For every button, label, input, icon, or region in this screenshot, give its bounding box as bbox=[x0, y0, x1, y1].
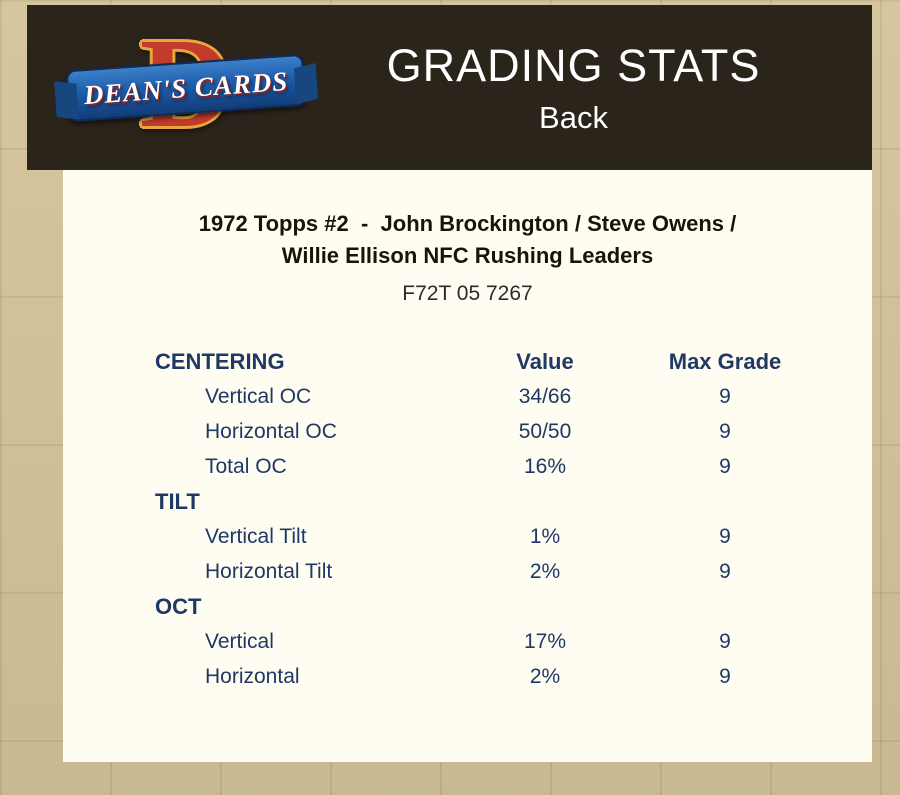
table-row: Vertical 17% 9 bbox=[155, 624, 872, 659]
deans-cards-logo[interactable]: D DEAN'S CARDS bbox=[61, 13, 311, 163]
stat-label: Horizontal bbox=[205, 664, 300, 688]
stat-label: Horizontal Tilt bbox=[205, 559, 333, 583]
card-title-line-2: Willie Ellison NFC Rushing Leaders bbox=[281, 243, 654, 268]
stat-value: 34/66 bbox=[518, 384, 572, 408]
col-header-centering: CENTERING bbox=[155, 348, 285, 374]
section-label: OCT bbox=[155, 593, 202, 619]
stat-label: Vertical bbox=[205, 629, 274, 653]
stat-max-grade: 9 bbox=[719, 629, 731, 653]
header-titles: GRADING STATS Back bbox=[311, 40, 872, 136]
stat-max-grade: 9 bbox=[719, 524, 731, 548]
card-title: 1972 Topps #2 - John Brockington / Steve… bbox=[63, 208, 872, 272]
section-header-oct: OCT bbox=[155, 589, 872, 624]
stat-max-grade: 9 bbox=[719, 559, 731, 583]
header-bar: D DEAN'S CARDS GRADING STATS Back bbox=[27, 5, 872, 170]
stat-label: Vertical Tilt bbox=[205, 524, 307, 548]
stat-value: 17% bbox=[523, 629, 567, 653]
page-subtitle-back: Back bbox=[539, 99, 608, 135]
table-header-row: CENTERING Value Max Grade bbox=[155, 344, 872, 379]
stat-max-grade: 9 bbox=[719, 419, 731, 443]
logo-ribbon-banner: DEAN'S CARDS bbox=[65, 53, 307, 122]
card-title-line-1: 1972 Topps #2 - John Brockington / Steve… bbox=[198, 211, 737, 236]
logo-wordmark: DEAN'S CARDS bbox=[82, 64, 290, 110]
grading-stats-table: CENTERING Value Max Grade Vertical OC 34… bbox=[155, 344, 872, 694]
stat-max-grade: 9 bbox=[719, 384, 731, 408]
table-row: Vertical Tilt 1% 9 bbox=[155, 519, 872, 554]
table-row: Horizontal OC 50/50 9 bbox=[155, 414, 872, 449]
stat-label: Horizontal OC bbox=[205, 419, 337, 443]
stat-value: 1% bbox=[529, 524, 561, 548]
col-header-value: Value bbox=[516, 348, 574, 374]
section-header-tilt: TILT bbox=[155, 484, 872, 519]
stat-label: Vertical OC bbox=[205, 384, 312, 408]
stat-value: 2% bbox=[529, 559, 561, 583]
stat-value: 50/50 bbox=[518, 419, 572, 443]
col-header-max-grade: Max Grade bbox=[668, 348, 782, 374]
table-row: Total OC 16% 9 bbox=[155, 449, 872, 484]
table-row: Horizontal 2% 9 bbox=[155, 659, 872, 694]
stat-max-grade: 9 bbox=[719, 664, 731, 688]
table-row: Horizontal Tilt 2% 9 bbox=[155, 554, 872, 589]
stat-value: 16% bbox=[523, 454, 567, 478]
stat-max-grade: 9 bbox=[719, 454, 731, 478]
content-panel: 1972 Topps #2 - John Brockington / Steve… bbox=[63, 170, 872, 762]
page-title: GRADING STATS bbox=[386, 39, 761, 91]
table-row: Vertical OC 34/66 9 bbox=[155, 379, 872, 414]
section-label: TILT bbox=[155, 488, 200, 514]
stat-value: 2% bbox=[529, 664, 561, 688]
card-serial-code: F72T 05 7267 bbox=[402, 282, 533, 305]
stat-label: Total OC bbox=[205, 454, 287, 478]
